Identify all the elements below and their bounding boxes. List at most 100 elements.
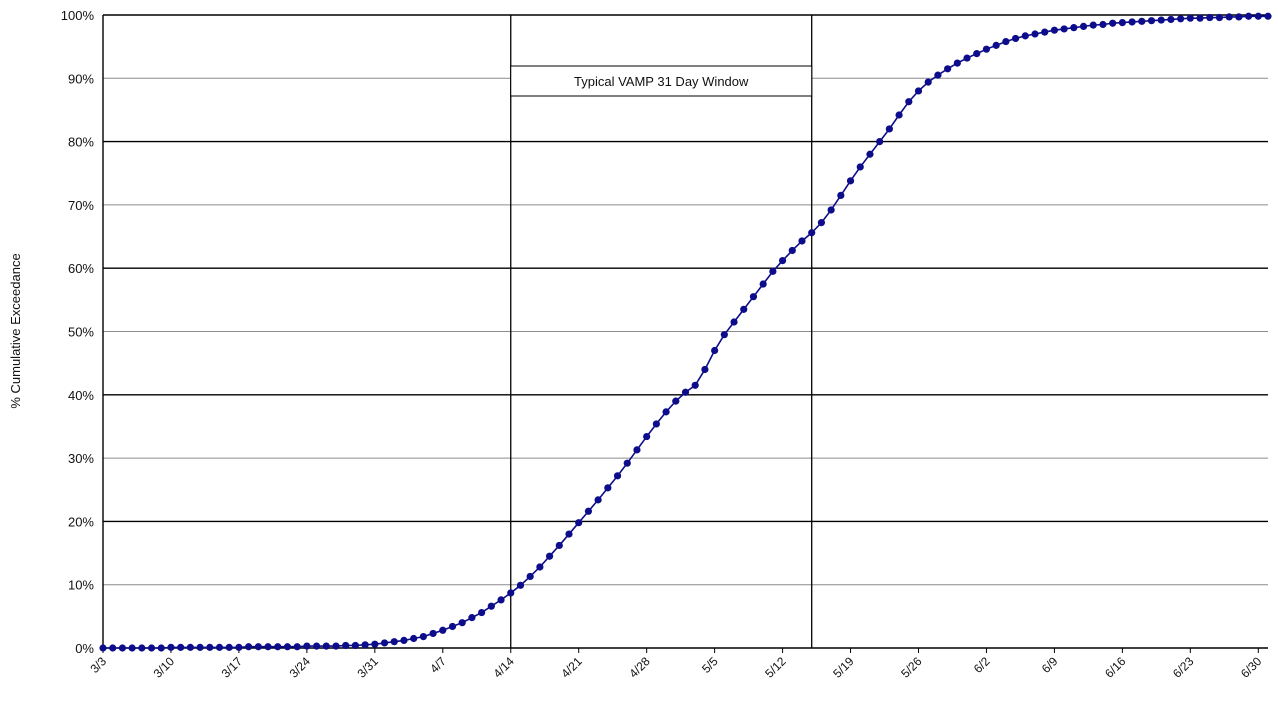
data-point [711, 346, 719, 355]
data-point [584, 507, 593, 515]
data-point [410, 634, 418, 643]
data-point [419, 633, 427, 641]
data-point [1011, 34, 1020, 43]
data-point [497, 596, 505, 604]
y-tick-label: 30% [68, 451, 94, 466]
data-point [575, 519, 583, 527]
data-point [1167, 15, 1175, 24]
y-tick-label: 100% [61, 8, 95, 23]
y-axis-title: % Cumulative Exceedance [8, 253, 23, 408]
data-point [400, 636, 408, 645]
data-point [545, 552, 554, 560]
data-point [118, 644, 127, 652]
data-point [390, 638, 398, 646]
data-point [380, 639, 389, 647]
data-point [1128, 18, 1136, 26]
data-point [274, 643, 282, 651]
y-tick-label: 50% [68, 325, 94, 340]
data-point [109, 644, 117, 652]
data-point [235, 643, 243, 651]
data-point [1050, 26, 1059, 34]
y-tick-label: 80% [68, 135, 94, 150]
data-point [866, 150, 874, 158]
data-point [827, 206, 835, 214]
data-point [759, 280, 767, 288]
data-point [1244, 12, 1253, 20]
series-line [99, 12, 1272, 652]
x-tick-label: 4/28 [626, 654, 653, 681]
data-point [322, 642, 330, 650]
data-point [1147, 17, 1156, 25]
data-point [147, 644, 156, 652]
data-point [633, 446, 641, 454]
data-point [1196, 14, 1204, 22]
data-point [895, 111, 903, 119]
data-point [992, 41, 1000, 49]
data-point [876, 138, 884, 146]
data-point [924, 78, 932, 86]
data-point [691, 381, 699, 389]
y-tick-label: 70% [68, 198, 94, 213]
data-point [138, 644, 146, 652]
data-point [749, 293, 758, 301]
y-tick-label: 0% [75, 641, 94, 656]
y-tick-label: 10% [68, 578, 94, 593]
data-point [1225, 13, 1233, 21]
x-tick-label: 5/19 [830, 654, 857, 681]
data-point [672, 397, 680, 405]
data-point [1138, 17, 1146, 25]
data-point [788, 246, 796, 255]
data-point [293, 643, 301, 651]
data-point [99, 644, 107, 652]
data-point [215, 643, 224, 651]
window-label: Typical VAMP 31 Day Window [574, 74, 749, 89]
data-point [604, 484, 612, 492]
x-tick-label: 6/2 [971, 654, 993, 676]
data-point [332, 642, 340, 650]
data-point [643, 432, 651, 441]
data-point [1060, 25, 1068, 33]
y-tick-label: 90% [68, 71, 94, 86]
data-point [167, 643, 175, 651]
data-point [1118, 18, 1126, 27]
data-point [186, 643, 194, 651]
x-tick-label: 4/14 [490, 654, 517, 681]
data-point [468, 614, 476, 622]
data-point [206, 643, 214, 651]
data-point [283, 643, 292, 651]
x-tick-label: 6/23 [1170, 654, 1197, 681]
x-tick-label: 3/3 [87, 654, 109, 676]
gridlines [103, 14, 1268, 586]
data-point [798, 237, 806, 245]
data-point [177, 643, 185, 651]
data-point [516, 581, 525, 589]
data-point [934, 71, 942, 79]
data-point [225, 643, 233, 651]
data-point [1215, 13, 1224, 22]
data-point [312, 642, 321, 650]
x-tick-label: 5/12 [762, 654, 789, 681]
data-point [662, 408, 670, 416]
data-point [1186, 14, 1194, 22]
data-point [905, 98, 913, 106]
x-tick-label: 6/9 [1039, 654, 1061, 676]
x-tick-label: 5/26 [898, 654, 925, 681]
data-point [342, 641, 350, 650]
data-point [808, 229, 816, 237]
data-point [982, 45, 991, 53]
data-point [478, 608, 486, 617]
data-point [720, 331, 728, 339]
data-point [1031, 30, 1039, 38]
vamp-window-annotation: Typical VAMP 31 Day Window [510, 15, 813, 648]
data-point [817, 219, 826, 227]
data-point [1157, 16, 1165, 24]
y-tick-label: 20% [68, 514, 94, 529]
data-point [448, 622, 457, 631]
data-point [623, 459, 631, 467]
data-point [778, 257, 787, 265]
window-label-box [510, 65, 813, 97]
data-point [1177, 15, 1185, 23]
data-point [536, 563, 544, 571]
data-point [1264, 12, 1272, 20]
